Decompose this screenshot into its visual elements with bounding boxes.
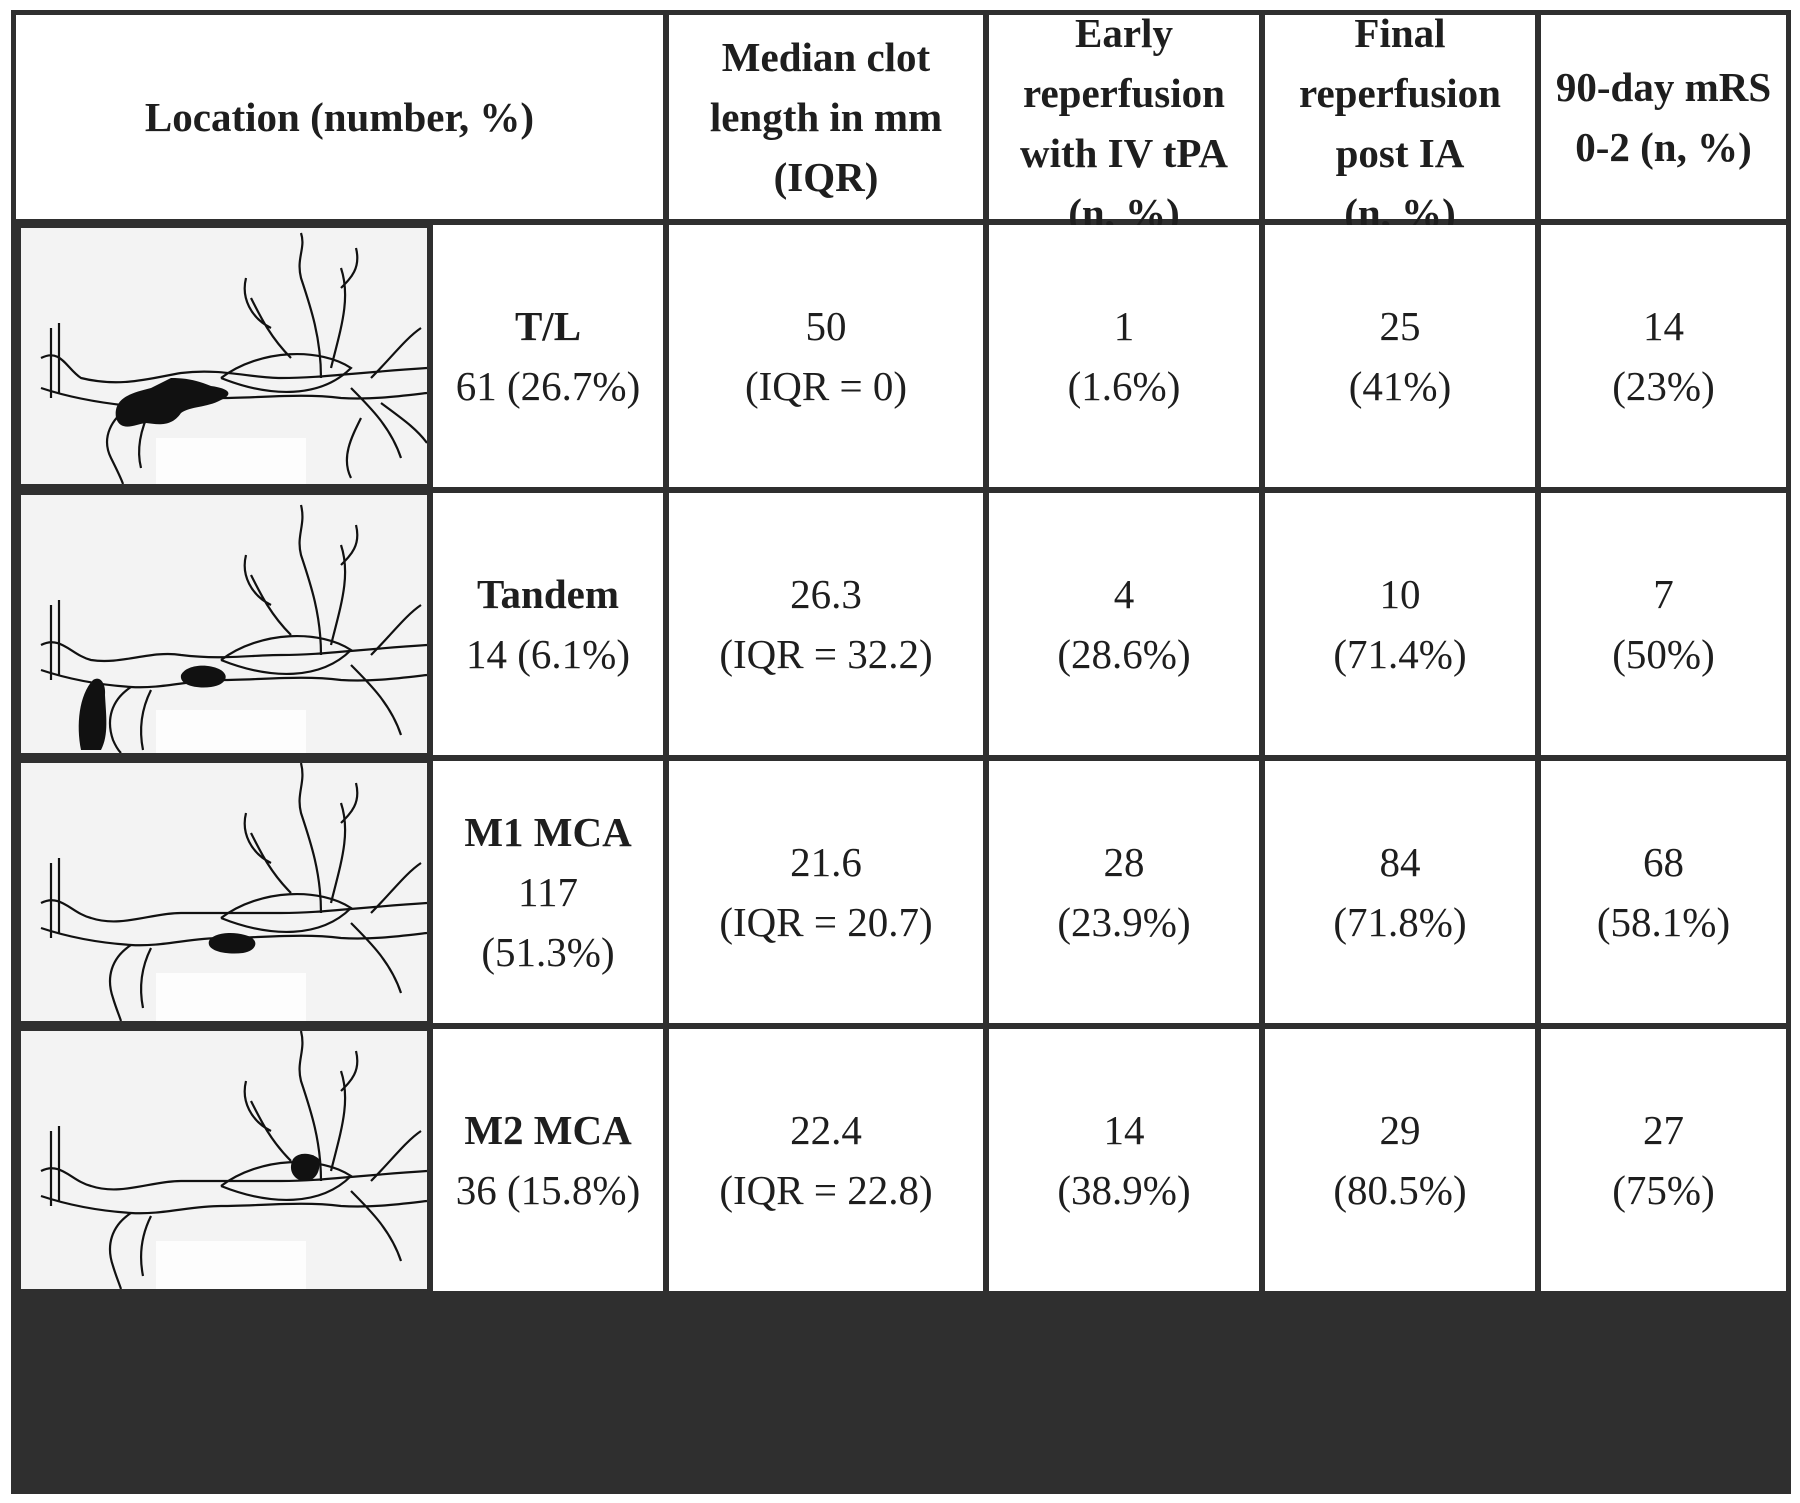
early-reperfusion-percent: (23.9%) [1057, 899, 1191, 945]
vessel-diagram-icon [40, 504, 427, 753]
early-reperfusion-cell: 4 (28.6%) [989, 493, 1259, 755]
location-cell: M1 MCA 117 (51.3%) [433, 761, 663, 1023]
vessel-diagram-icon [40, 763, 427, 1021]
location-percent: (51.3%) [481, 929, 615, 975]
header-clot-length-line: length in mm [709, 94, 943, 140]
early-reperfusion-percent: (28.6%) [1057, 631, 1191, 677]
location-cell: Tandem 14 (6.1%) [433, 493, 663, 755]
location-count: 61 (26.7%) [455, 363, 641, 409]
early-reperfusion-cell: 14 (38.9%) [989, 1029, 1259, 1291]
clot-outcomes-table: Location (number, %) Median clot length … [11, 10, 1791, 1494]
final-reperfusion-cell: 84 (71.8%) [1265, 761, 1535, 1023]
mrs-percent: (75%) [1612, 1167, 1715, 1213]
mrs-count: 14 [1643, 303, 1684, 349]
header-clot-length-line: Median clot [721, 34, 931, 80]
mrs-cell: 14 (23%) [1541, 225, 1786, 487]
vessel-diagram-icon [40, 1031, 427, 1289]
header-early-line: reperfusion [1023, 70, 1225, 116]
header-mrs-line: 0-2 (n, %) [1575, 124, 1752, 170]
header-final-line: reperfusion [1299, 70, 1501, 116]
clot-length-value: 21.6 [790, 839, 862, 885]
mrs-cell: 27 (75%) [1541, 1029, 1786, 1291]
clot-diagram-m2 [21, 1031, 427, 1289]
early-reperfusion-count: 28 [1103, 839, 1145, 885]
clot-length-cell: 50 (IQR = 0) [669, 225, 983, 487]
mrs-cell: 68 (58.1%) [1541, 761, 1786, 1023]
final-reperfusion-percent: (41%) [1348, 363, 1452, 409]
location-name: T/L [514, 303, 582, 349]
final-reperfusion-percent: (71.4%) [1333, 631, 1467, 677]
final-reperfusion-count: 25 [1379, 303, 1421, 349]
header-location-label: Location (number, %) [144, 94, 535, 140]
clot-length-iqr: (IQR = 22.8) [719, 1167, 933, 1213]
header-final-line: post IA [1335, 130, 1465, 176]
clot-length-value: 50 [805, 303, 847, 349]
mrs-percent: (23%) [1612, 363, 1715, 409]
mrs-count: 27 [1643, 1107, 1684, 1153]
header-early-line: with IV tPA [1019, 130, 1229, 176]
clot-length-iqr: (IQR = 0) [744, 363, 908, 409]
early-reperfusion-percent: (38.9%) [1057, 1167, 1191, 1213]
clot-length-cell: 26.3 (IQR = 32.2) [669, 493, 983, 755]
final-reperfusion-cell: 29 (80.5%) [1265, 1029, 1535, 1291]
final-reperfusion-count: 84 [1379, 839, 1421, 885]
clot-length-iqr: (IQR = 32.2) [719, 631, 933, 677]
header-clot-length: Median clot length in mm (IQR) [669, 15, 983, 219]
clot-length-cell: 21.6 (IQR = 20.7) [669, 761, 983, 1023]
header-early-reperfusion: Early reperfusion with IV tPA (n, %) [989, 10, 1259, 236]
header-final-line: Final [1354, 10, 1446, 56]
clot-diagram-terminal [21, 228, 427, 484]
early-reperfusion-cell: 1 (1.6%) [989, 225, 1259, 487]
final-reperfusion-percent: (80.5%) [1333, 1167, 1467, 1213]
location-count: 117 [518, 869, 578, 915]
location-cell: M2 MCA 36 (15.8%) [433, 1029, 663, 1291]
mrs-count: 68 [1643, 839, 1684, 885]
mrs-percent: (58.1%) [1596, 899, 1731, 945]
final-reperfusion-count: 29 [1379, 1107, 1421, 1153]
final-reperfusion-percent: (71.8%) [1333, 899, 1467, 945]
header-final-reperfusion: Final reperfusion post IA (n, %) [1265, 10, 1535, 236]
header-clot-length-line: (IQR) [773, 154, 879, 200]
header-location: Location (number, %) [16, 15, 663, 219]
clot-length-cell: 22.4 (IQR = 22.8) [669, 1029, 983, 1291]
location-count: 36 (15.8%) [455, 1167, 641, 1213]
final-reperfusion-cell: 25 (41%) [1265, 225, 1535, 487]
location-name: Tandem [476, 571, 620, 617]
final-reperfusion-cell: 10 (71.4%) [1265, 493, 1535, 755]
mrs-cell: 7 (50%) [1541, 493, 1786, 755]
clot-length-iqr: (IQR = 20.7) [719, 899, 933, 945]
early-reperfusion-percent: (1.6%) [1067, 363, 1181, 409]
clot-diagram-m1 [21, 763, 427, 1021]
mrs-percent: (50%) [1612, 631, 1715, 677]
location-count: 14 (6.1%) [466, 631, 630, 677]
vessel-diagram-icon [40, 232, 427, 484]
early-reperfusion-count: 1 [1113, 303, 1135, 349]
header-mrs: 90-day mRS 0-2 (n, %) [1541, 15, 1786, 219]
final-reperfusion-count: 10 [1379, 571, 1421, 617]
location-cell: T/L 61 (26.7%) [433, 225, 663, 487]
location-name: M1 MCA [464, 809, 632, 855]
header-mrs-line: 90-day mRS [1555, 64, 1772, 110]
early-reperfusion-count: 4 [1113, 571, 1135, 617]
clot-diagram-tandem [21, 495, 427, 753]
location-name: M2 MCA [464, 1107, 632, 1153]
header-early-line: Early [1075, 10, 1173, 56]
clot-length-value: 26.3 [790, 571, 862, 617]
early-reperfusion-cell: 28 (23.9%) [989, 761, 1259, 1023]
early-reperfusion-count: 14 [1103, 1107, 1145, 1153]
clot-length-value: 22.4 [790, 1107, 862, 1153]
mrs-count: 7 [1653, 571, 1674, 617]
